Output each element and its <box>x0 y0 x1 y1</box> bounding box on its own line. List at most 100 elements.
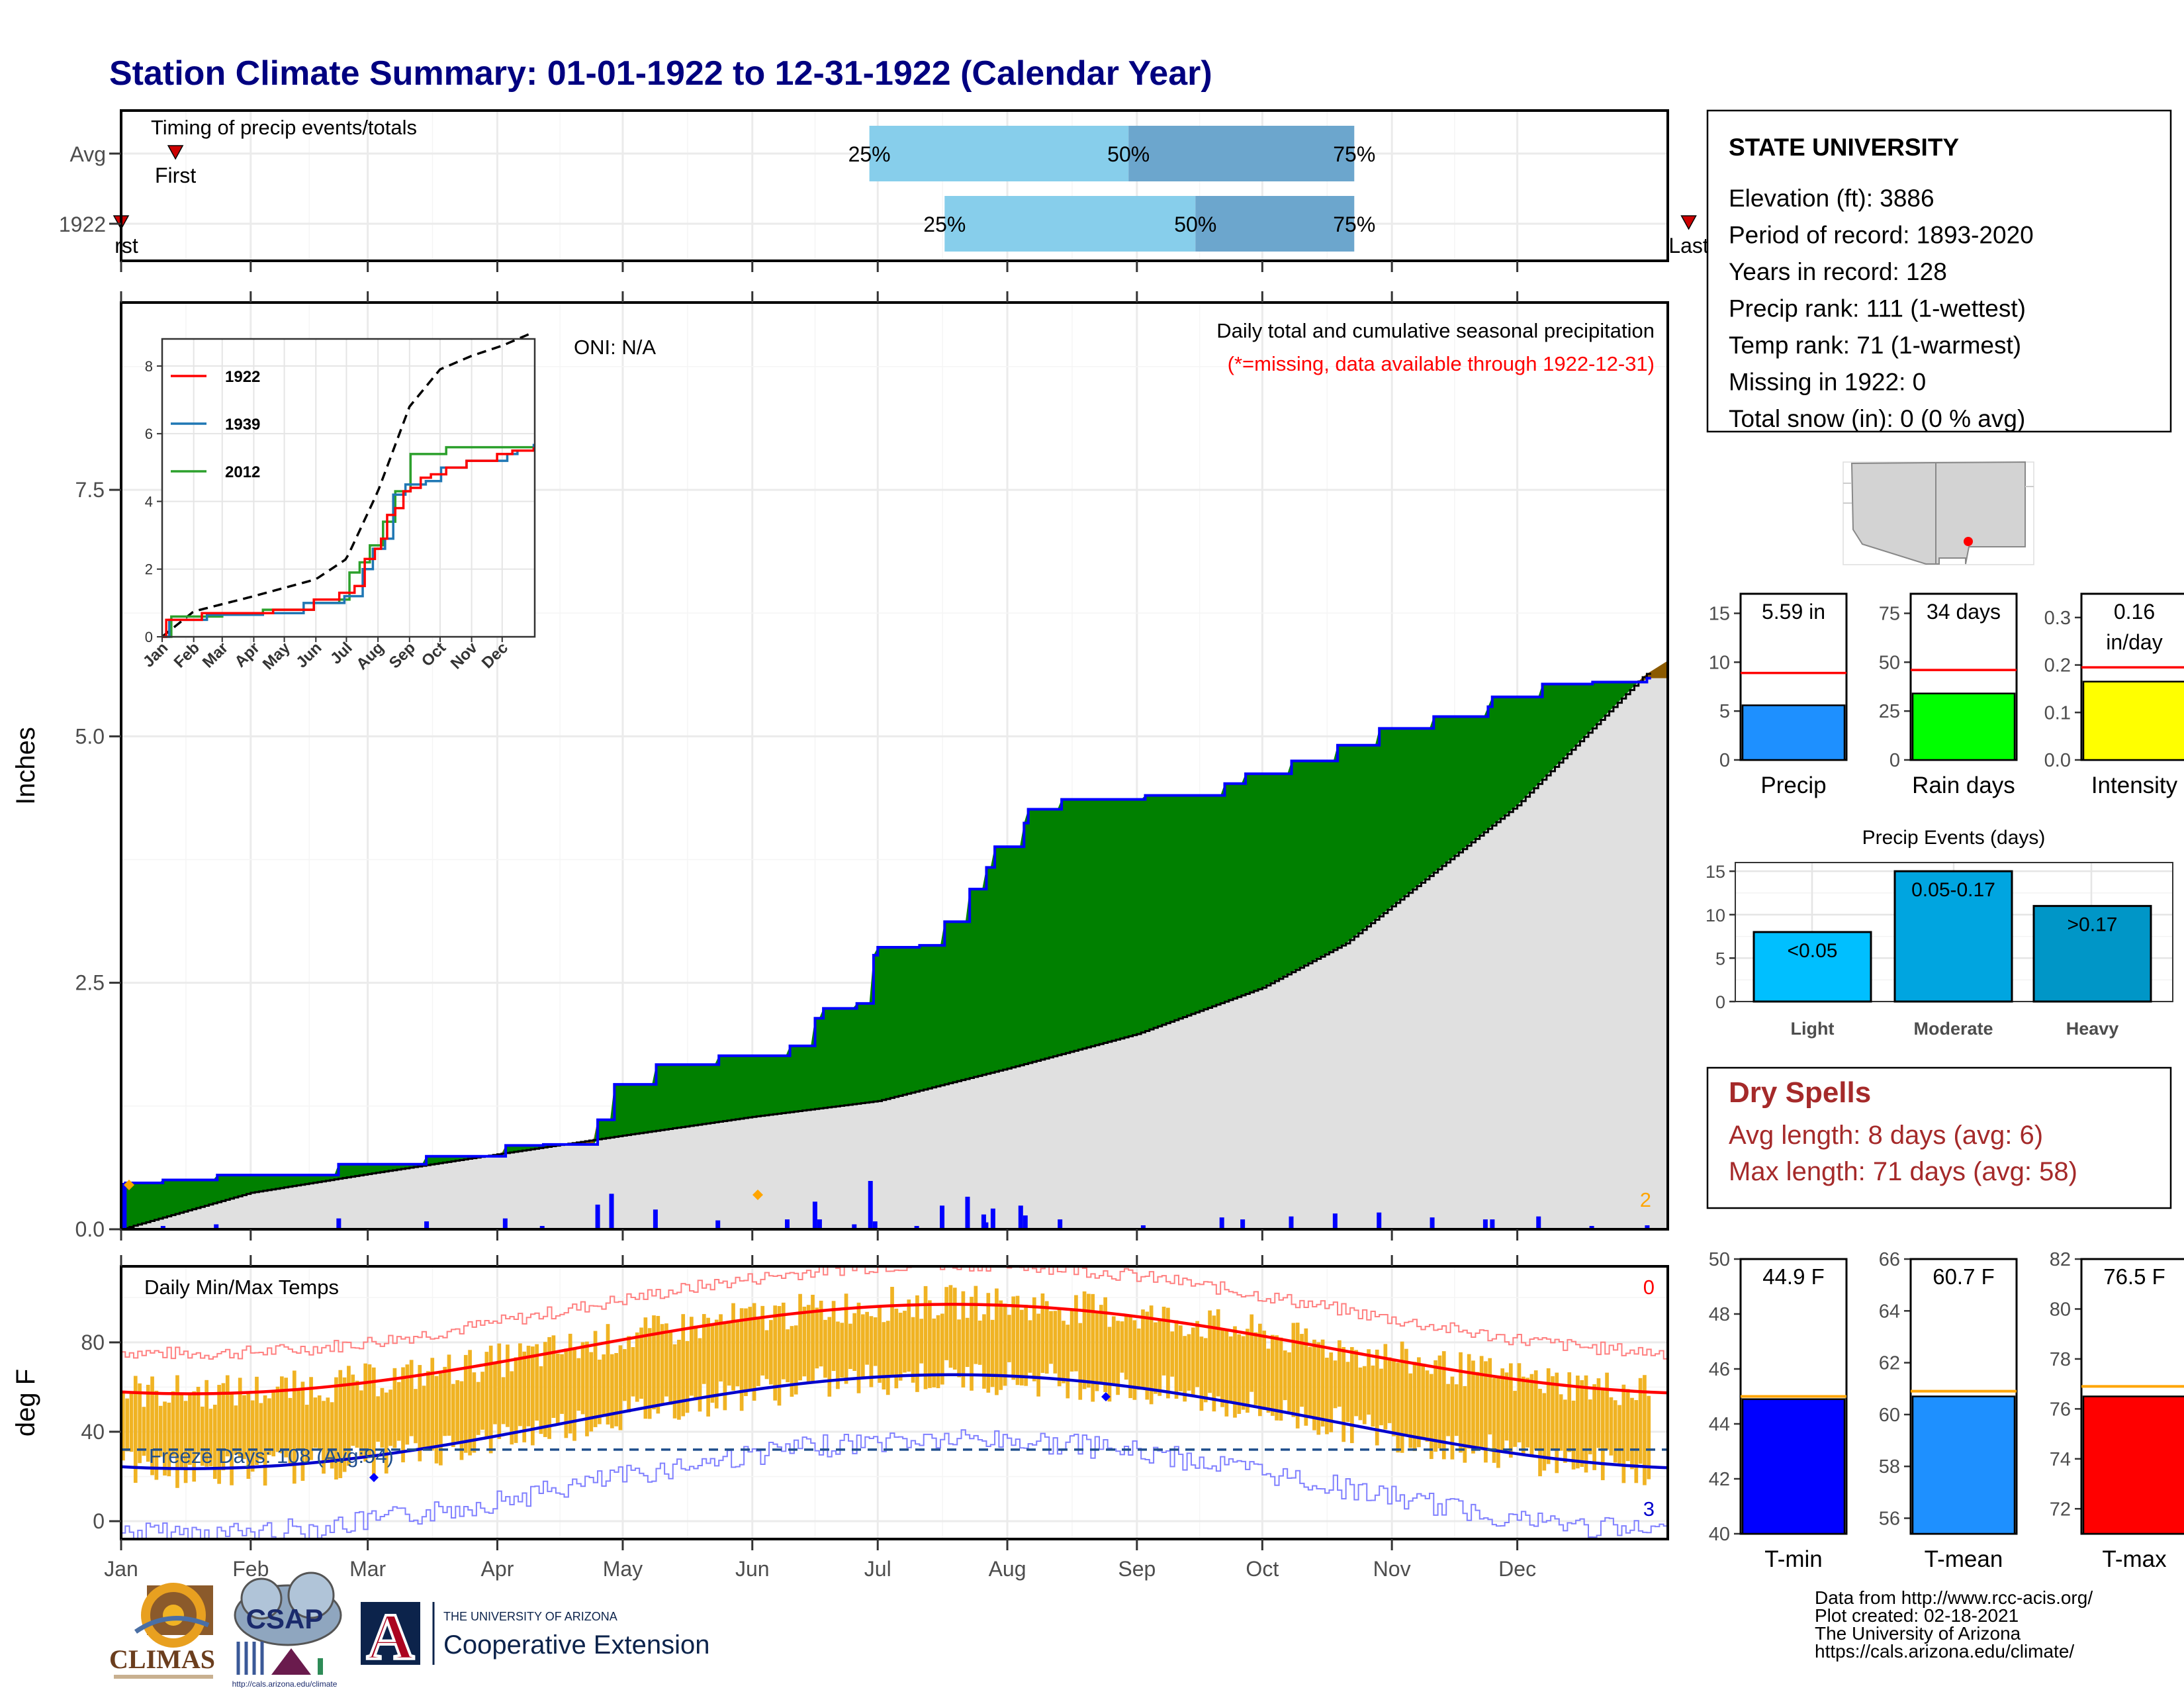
temp-bar-tick: 78 <box>2050 1349 2071 1370</box>
month-label: Mar <box>349 1557 386 1581</box>
daily-precip-bar <box>812 1201 817 1229</box>
record-min-line <box>121 1429 1668 1539</box>
summary-bar-label: Rain days <box>1912 773 2015 798</box>
summary-bar-precip: 0 5 10 15 5.59 in Precip <box>1709 592 1848 798</box>
daily-temp-range-bars <box>121 1285 1651 1488</box>
summary-bar-tick: 15 <box>1709 604 1730 625</box>
cumulative-1922-line <box>121 677 1651 1229</box>
record-marker <box>1101 1392 1111 1401</box>
daily-precip-bar <box>1430 1217 1435 1229</box>
avg-min-line <box>121 1373 1668 1470</box>
summary-bar-tick: 10 <box>1709 652 1730 673</box>
last-event-label: Last <box>1668 234 1709 258</box>
cumulative-1922-excess-area <box>121 678 1647 1229</box>
timing-q50-q75-bar <box>1195 196 1355 252</box>
month-label: Jan <box>104 1557 138 1581</box>
station-info-line: Years in record: 128 <box>1729 258 1947 285</box>
freeze-days: Freeze Days: 108 (Avg:94) <box>149 1444 394 1468</box>
daily-precip-bar <box>1482 1219 1488 1229</box>
csap-text: CSAP <box>246 1603 324 1634</box>
summary-bar-label: Precip <box>1760 773 1826 798</box>
month-label: Jul <box>864 1557 891 1581</box>
temp-bar-tick: 58 <box>1879 1456 1900 1477</box>
daily-precip-bar <box>1490 1219 1495 1229</box>
summary-bar-label: Intensity <box>2091 773 2178 798</box>
inset-ytick-label: 6 <box>145 426 153 442</box>
precip-events-chart: Precip Events (days) <0.05 Light 0.05-0.17… <box>1706 827 2173 1039</box>
inset-month-label: Jun <box>293 639 325 671</box>
csap-logo: CSAP http://cals.arizona.edu/climate <box>232 1571 342 1688</box>
daily-precip-bar <box>983 1222 989 1229</box>
temp-bar-tick: 64 <box>1879 1301 1900 1322</box>
summary-bar-tick: 5 <box>1719 701 1730 722</box>
temp-bar-tick: 80 <box>2050 1299 2071 1320</box>
temp-ytick-label: 80 <box>81 1331 105 1354</box>
timing-pct-label: 75% <box>1333 212 1375 236</box>
ua-letter: A <box>367 1600 414 1673</box>
month-label: Sep <box>1118 1557 1156 1581</box>
temp-bar-value-label: 76.5 F <box>2103 1264 2165 1289</box>
inset-ytick-label: 2 <box>145 561 153 578</box>
summary-bar-value <box>2082 680 2184 761</box>
footer-line: Data from http://www.rcc-acis.org/ <box>1815 1587 2093 1608</box>
daily-precip-bar <box>1289 1216 1294 1229</box>
temp-ylabel: deg F <box>11 1369 40 1436</box>
temp-ytick-label: 40 <box>81 1420 105 1444</box>
station-info-line: Temp rank: 71 (1-warmest) <box>1729 332 2021 359</box>
daily-precip-bar <box>1219 1217 1224 1229</box>
first-event-marker <box>167 145 184 160</box>
temp-bar-tick: 72 <box>2050 1499 2071 1520</box>
logos: CLIMAS CSAP http://cals.arizona.edu/clim… <box>109 1571 709 1688</box>
daily-precip-bar <box>1536 1216 1541 1229</box>
dry-spells-title: Dry Spells <box>1729 1076 1871 1109</box>
precip-event-category: Heavy <box>2066 1019 2119 1039</box>
precip-event-tick: 15 <box>1706 862 1725 882</box>
summary-bar-tick: 0.3 <box>2044 608 2071 629</box>
university-arizona-logo: A THE UNIVERSITY OF ARIZONA Cooperative … <box>361 1599 709 1675</box>
precip-ytick-label: 0.0 <box>75 1217 105 1241</box>
daily-precip-bar <box>1240 1219 1246 1229</box>
inset-series-1922 <box>162 447 535 638</box>
inset-month-label: Jul <box>327 639 356 668</box>
station-info-box: STATE UNIVERSITY Elevation (ft): 3886 Per… <box>1706 109 2172 433</box>
precip-caption: Daily total and cumulative seasonal prec… <box>1216 319 1655 342</box>
timing-row-avg: Avg <box>69 142 106 166</box>
precip-event-tick: 0 <box>1715 992 1725 1012</box>
month-label: Jun <box>735 1557 770 1581</box>
daily-precip-bars <box>121 1181 1650 1229</box>
daily-precip-bar <box>965 1196 970 1229</box>
timing-pct-label: 75% <box>1333 142 1375 166</box>
summary-bar-tick: 0.2 <box>2044 655 2071 677</box>
inset-month-label: Oct <box>418 639 449 670</box>
summary-bar-tick: 75 <box>1879 604 1900 625</box>
timing-row-year: 1922 <box>59 212 106 236</box>
temperature-bars: 40 42 44 46 48 50 44.9 F T-min 56 58 60 62 64 66 60.7 … <box>1709 1249 2184 1572</box>
temp-bar-tick: 40 <box>1709 1524 1730 1545</box>
climas-text: CLIMAS <box>109 1644 215 1674</box>
temp-bar-tick: 48 <box>1709 1304 1730 1325</box>
timing-pct-label: 50% <box>1174 212 1216 236</box>
temp-bar-t-mean: 56 58 60 62 64 66 60.7 F T-mean <box>1879 1249 2018 1572</box>
daily-precip-bar <box>914 1226 919 1229</box>
daily-precip-bar <box>981 1214 986 1229</box>
summary-bar-value-label: 5.59 in <box>1762 600 1825 624</box>
footer-line: The University of Arizona <box>1815 1623 2021 1644</box>
precip-event-tick: 5 <box>1715 949 1725 968</box>
daily-precip-bar <box>990 1208 995 1229</box>
page-title: Station Climate Summary: 01-01-1922 to 1… <box>109 54 1212 93</box>
daily-precip-bar <box>1377 1212 1382 1229</box>
temp-bar-value-label: 44.9 F <box>1762 1264 1825 1289</box>
station-location-marker <box>1964 537 1973 546</box>
daily-precip-bar <box>852 1224 857 1229</box>
month-label: Oct <box>1246 1557 1279 1581</box>
month-label: Aug <box>989 1557 1026 1581</box>
daily-precip-bar <box>121 1183 126 1229</box>
timing-q25-q50-bar <box>944 196 1196 252</box>
daily-precip-bar <box>1589 1226 1594 1229</box>
daily-precip-bar <box>1140 1225 1146 1229</box>
summary-bar-value <box>1911 692 2016 761</box>
daily-precip-bar <box>214 1224 219 1229</box>
precip-event-bar <box>2032 905 2152 1003</box>
station-info-line: Elevation (ft): 3886 <box>1729 185 1934 212</box>
